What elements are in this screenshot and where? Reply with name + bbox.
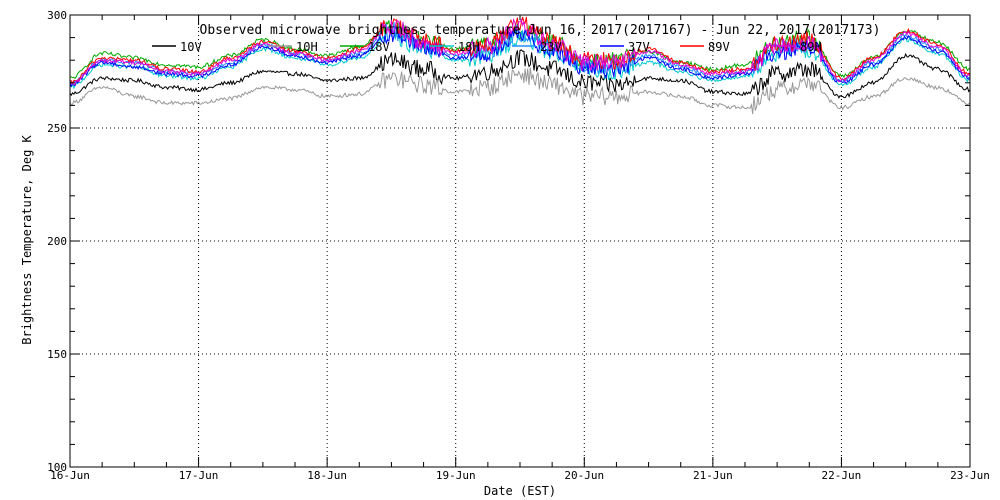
y-tick-label: 300 — [47, 9, 67, 22]
x-tick-label: 17-Jun — [179, 469, 219, 482]
x-tick-label: 19-Jun — [436, 469, 476, 482]
grid-layer — [70, 15, 970, 467]
y-tick-label: 150 — [47, 348, 67, 361]
y-tick-label: 200 — [47, 235, 67, 248]
legend-label-37v: 37V — [628, 40, 650, 54]
series-layer — [69, 16, 971, 115]
x-tick-label: 16-Jun — [50, 469, 90, 482]
y-tick-label: 100 — [47, 461, 67, 474]
series-line-23v — [69, 22, 971, 84]
x-tick-label: 21-Jun — [693, 469, 733, 482]
x-tick-label: 18-Jun — [307, 469, 347, 482]
legend-label-89v: 89V — [708, 40, 730, 54]
x-tick-label: 23-Jun — [950, 469, 990, 482]
series-line-10h — [69, 67, 971, 115]
legend-label-10v: 10V — [180, 40, 202, 54]
legend-label-89h: 89H — [800, 40, 822, 54]
series-line-10v — [69, 49, 971, 99]
legend-label-18h: 18H — [458, 40, 480, 54]
legend-label-18v: 18V — [368, 40, 390, 54]
x-tick-label: 22-Jun — [822, 469, 862, 482]
y-axis-title: Brightness Temperature, Deg K — [20, 134, 34, 344]
x-axis-title: Date (EST) — [484, 484, 556, 498]
legend-layer: 10V 10H 18V 18H 23V 37V 89V 89H — [152, 40, 822, 54]
legend-label-23v: 23V — [540, 40, 562, 54]
series-line-89h — [69, 17, 971, 85]
x-tick-label: 20-Jun — [564, 469, 604, 482]
y-tick-label: 250 — [47, 122, 67, 135]
tick-layer: 100 150 200 250 300 16-Jun 17-Jun 18-Jun 19-Jun 2… — [47, 9, 990, 482]
legend-label-10h: 10H — [296, 40, 318, 54]
chart-title: Observed microwave brightness temperatur… — [200, 23, 881, 38]
